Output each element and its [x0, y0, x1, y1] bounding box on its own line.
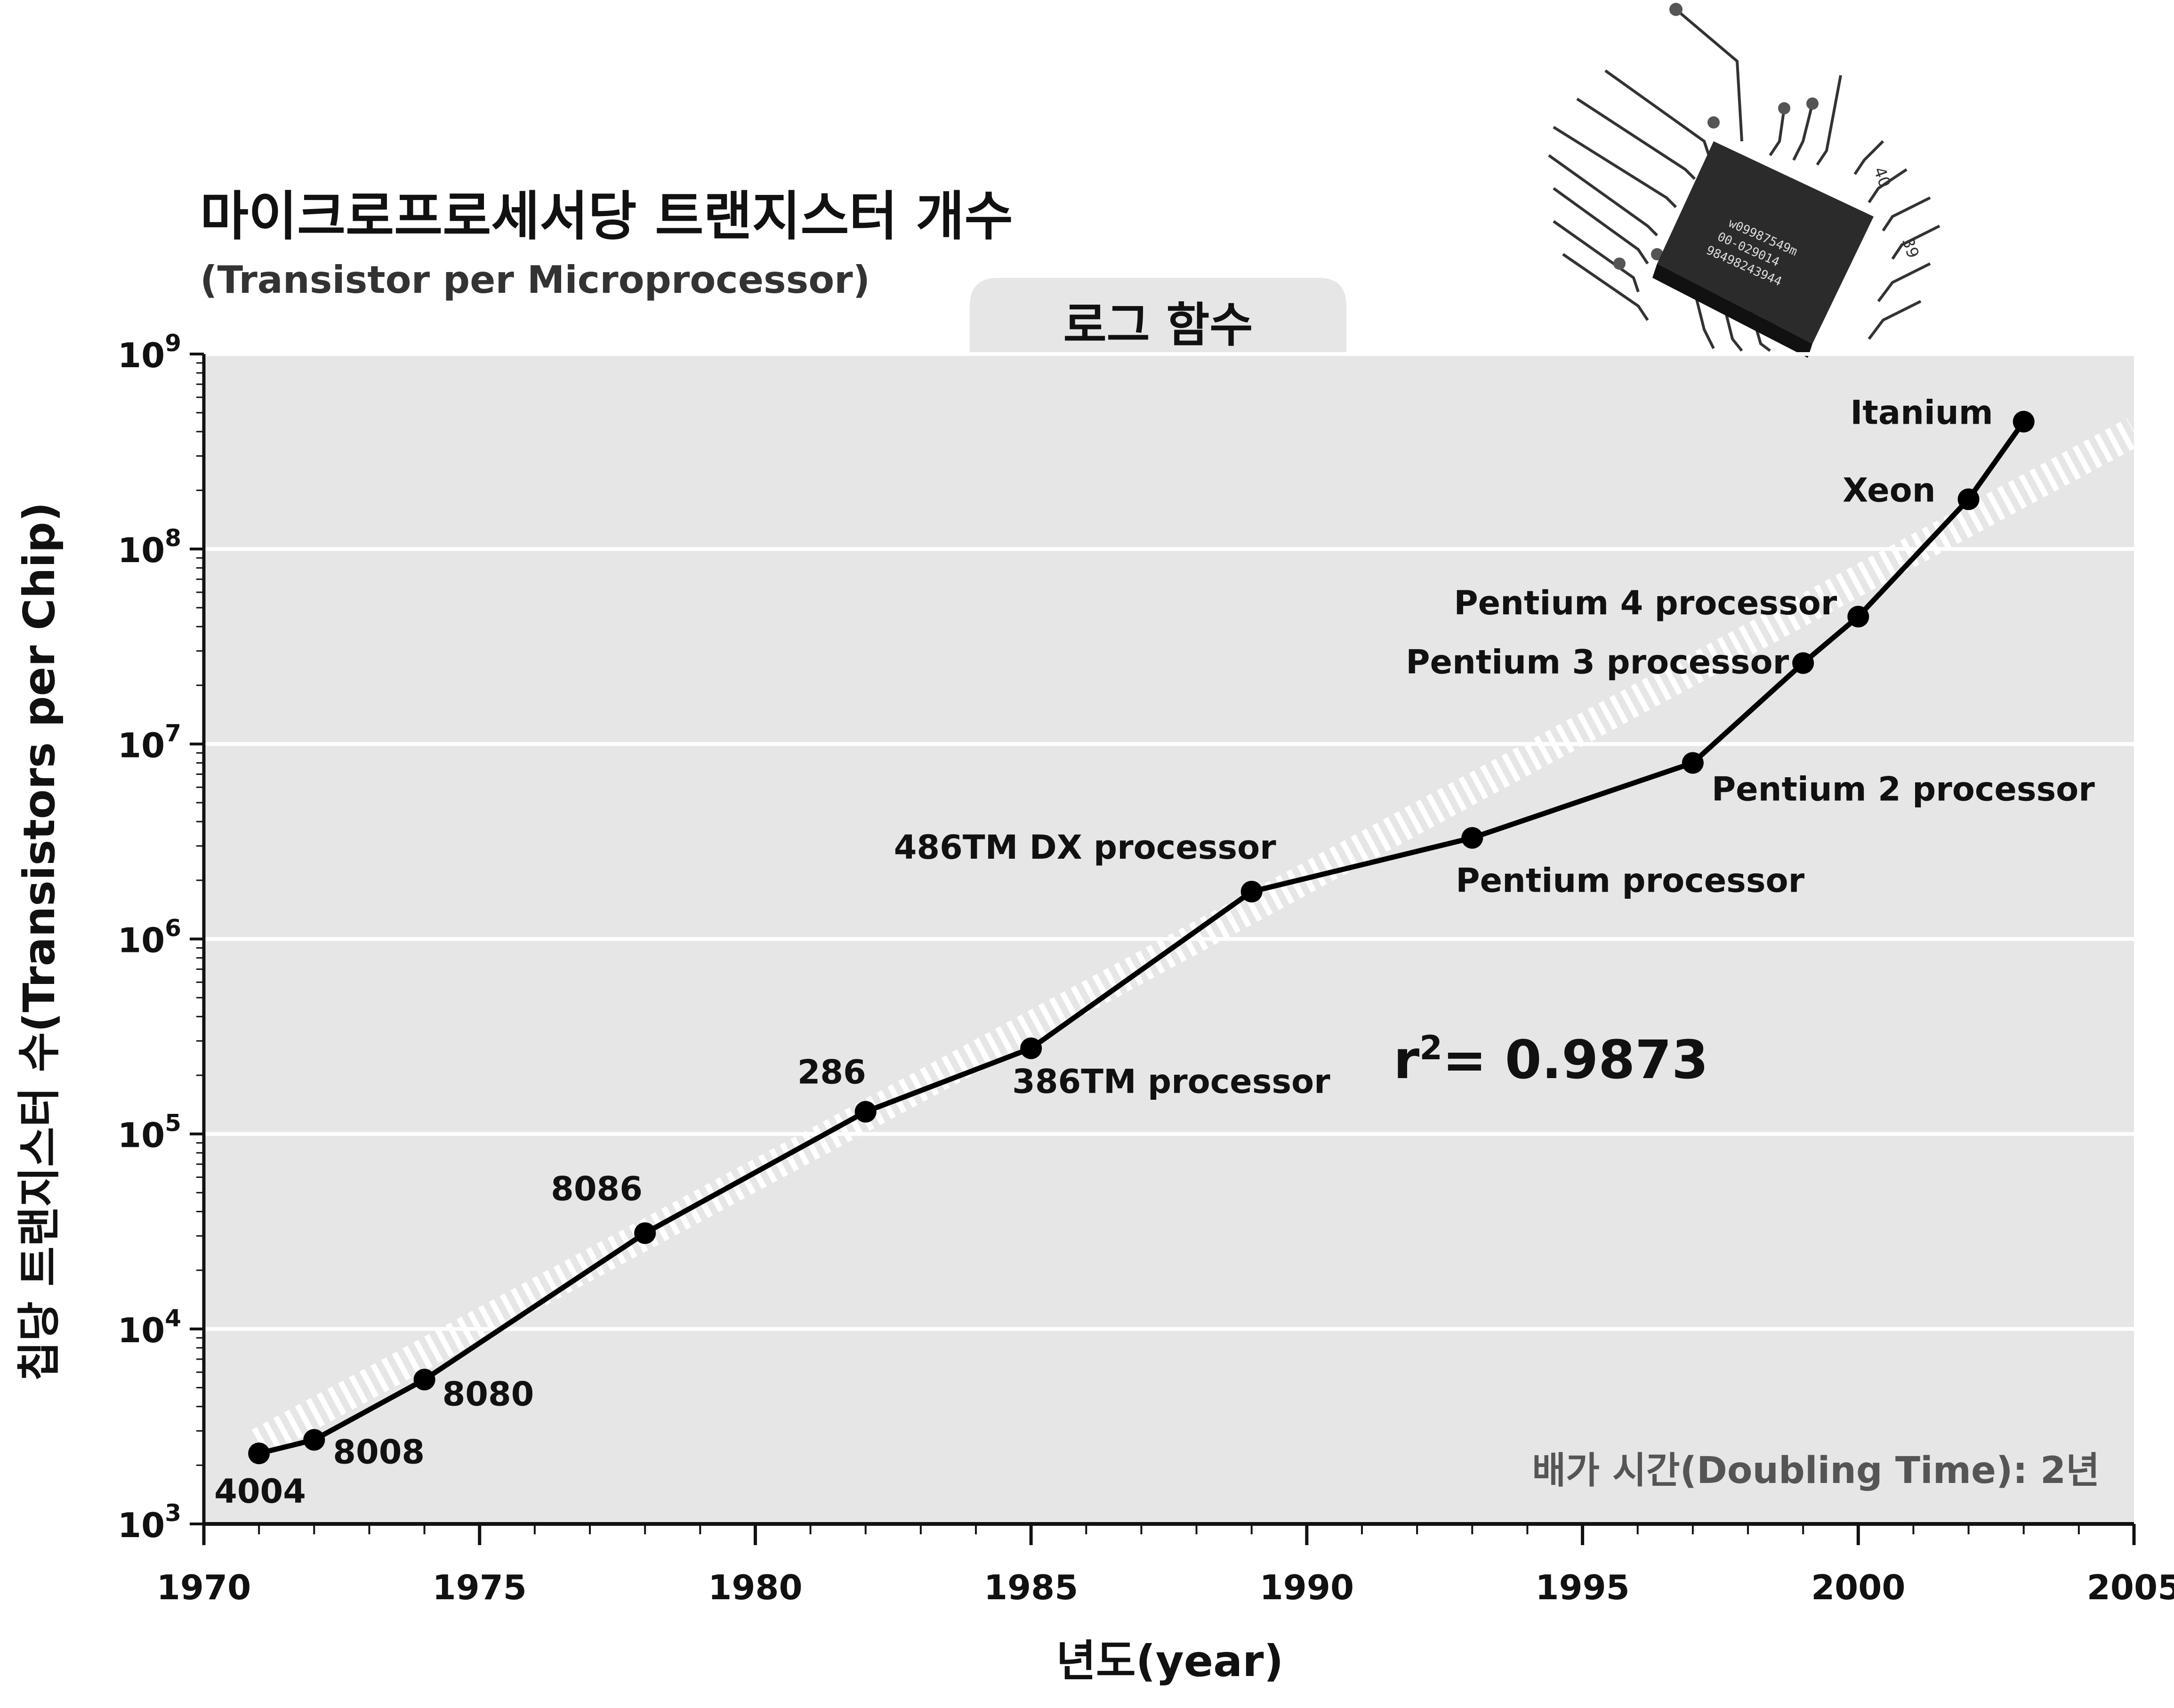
data-point — [1957, 488, 1980, 510]
trend-line — [251, 418, 2142, 1457]
point-label: Pentium 3 processor — [1406, 643, 1789, 681]
microchip-icon: w09987549m 00-029014 98498243944 40 39 — [1548, 3, 1940, 358]
data-point — [1240, 880, 1263, 902]
point-label: 4004 — [214, 1472, 306, 1511]
data-point — [854, 1101, 877, 1123]
point-label: 486TM DX processor — [894, 828, 1276, 867]
x-tick-label: 1980 — [708, 1568, 802, 1607]
chart-subtitle: (Transistor per Microprocessor) — [200, 258, 870, 302]
point-label: Pentium 2 processor — [1712, 770, 2095, 808]
chart-title: 마이크로프로세서당 트랜지스터 개수 — [200, 186, 1013, 247]
y-tick-label: 104 — [118, 1305, 181, 1350]
y-tick-label: 108 — [118, 524, 181, 570]
data-point — [2013, 411, 2035, 433]
data-point — [1847, 605, 1869, 628]
x-tick-label: 2000 — [1811, 1568, 1905, 1607]
y-tick-label: 106 — [118, 915, 181, 960]
r-squared-label: r2= 0.9873 — [1393, 1029, 1708, 1091]
x-tick-label: 1995 — [1535, 1568, 1629, 1607]
x-tick-label: 2005 — [2087, 1568, 2174, 1607]
point-label: Pentium 4 processor — [1454, 584, 1837, 622]
data-point — [1682, 752, 1704, 774]
data-point — [413, 1369, 435, 1391]
x-tick-label: 1970 — [157, 1568, 251, 1607]
x-tick-label: 1990 — [1260, 1568, 1354, 1607]
y-tick-label: 103 — [118, 1499, 181, 1545]
data-point — [1461, 827, 1483, 849]
point-label: Xeon — [1843, 471, 1936, 509]
point-label: 386TM processor — [1012, 1063, 1330, 1101]
chip-pin-label-2: 39 — [1898, 235, 1923, 260]
point-label: 8008 — [333, 1433, 425, 1471]
data-point — [248, 1442, 270, 1465]
y-axis-title: 칩당 트랜지스터 수(Transistors per Chip) — [14, 502, 64, 1381]
log-tab — [970, 278, 1346, 354]
point-label: Itanium — [1850, 394, 1993, 432]
x-tick-label: 1985 — [984, 1568, 1078, 1607]
data-point — [634, 1222, 656, 1244]
point-label: 8086 — [551, 1169, 643, 1208]
point-label: 286 — [797, 1053, 866, 1091]
x-tick-label: 1975 — [433, 1568, 527, 1607]
data-point — [1792, 652, 1814, 674]
x-axis-title: 년도(year) — [1056, 1636, 1283, 1686]
y-tick-label: 109 — [118, 330, 181, 375]
data-point — [1020, 1037, 1042, 1059]
log-tab-label: 로그 함수 — [1063, 298, 1253, 353]
doubling-time-label: 배가 시간(Doubling Time): 2년 — [1532, 1450, 2100, 1492]
y-tick-label: 107 — [118, 719, 181, 765]
point-label: Pentium processor — [1456, 862, 1804, 900]
y-tick-label: 105 — [118, 1110, 181, 1155]
data-point — [303, 1429, 325, 1451]
chip-pin-label-1: 40 — [1870, 164, 1894, 190]
point-label: 8080 — [443, 1375, 534, 1413]
